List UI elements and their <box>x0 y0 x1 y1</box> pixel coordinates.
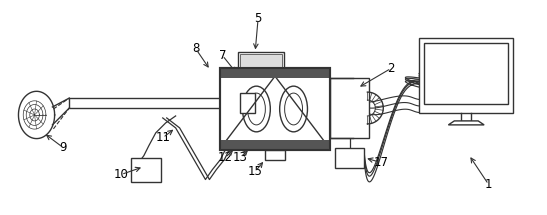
Bar <box>240 54 282 68</box>
Bar <box>265 150 285 160</box>
Text: 10: 10 <box>114 168 129 181</box>
Text: 9: 9 <box>60 141 67 154</box>
Bar <box>330 78 369 138</box>
Bar <box>240 93 255 113</box>
Text: 8: 8 <box>192 42 199 55</box>
Ellipse shape <box>280 86 307 132</box>
Bar <box>220 68 330 78</box>
Bar <box>69 98 255 108</box>
Text: 13: 13 <box>233 151 248 164</box>
Bar <box>238 52 284 70</box>
Bar <box>424 43 509 104</box>
Text: 7: 7 <box>219 49 226 62</box>
Bar <box>220 140 330 150</box>
Bar <box>131 158 161 181</box>
Bar <box>335 148 364 168</box>
Text: 5: 5 <box>254 12 262 25</box>
Text: 2: 2 <box>387 62 395 75</box>
Text: 17: 17 <box>374 156 389 169</box>
Ellipse shape <box>284 93 302 125</box>
Bar <box>220 68 330 150</box>
Text: 11: 11 <box>155 131 170 144</box>
Text: 12: 12 <box>218 151 233 164</box>
Ellipse shape <box>247 93 265 125</box>
Polygon shape <box>449 121 484 125</box>
Text: 1: 1 <box>485 178 492 191</box>
Bar <box>220 68 330 150</box>
Bar <box>419 38 514 113</box>
Text: 15: 15 <box>248 165 263 178</box>
Ellipse shape <box>242 86 270 132</box>
